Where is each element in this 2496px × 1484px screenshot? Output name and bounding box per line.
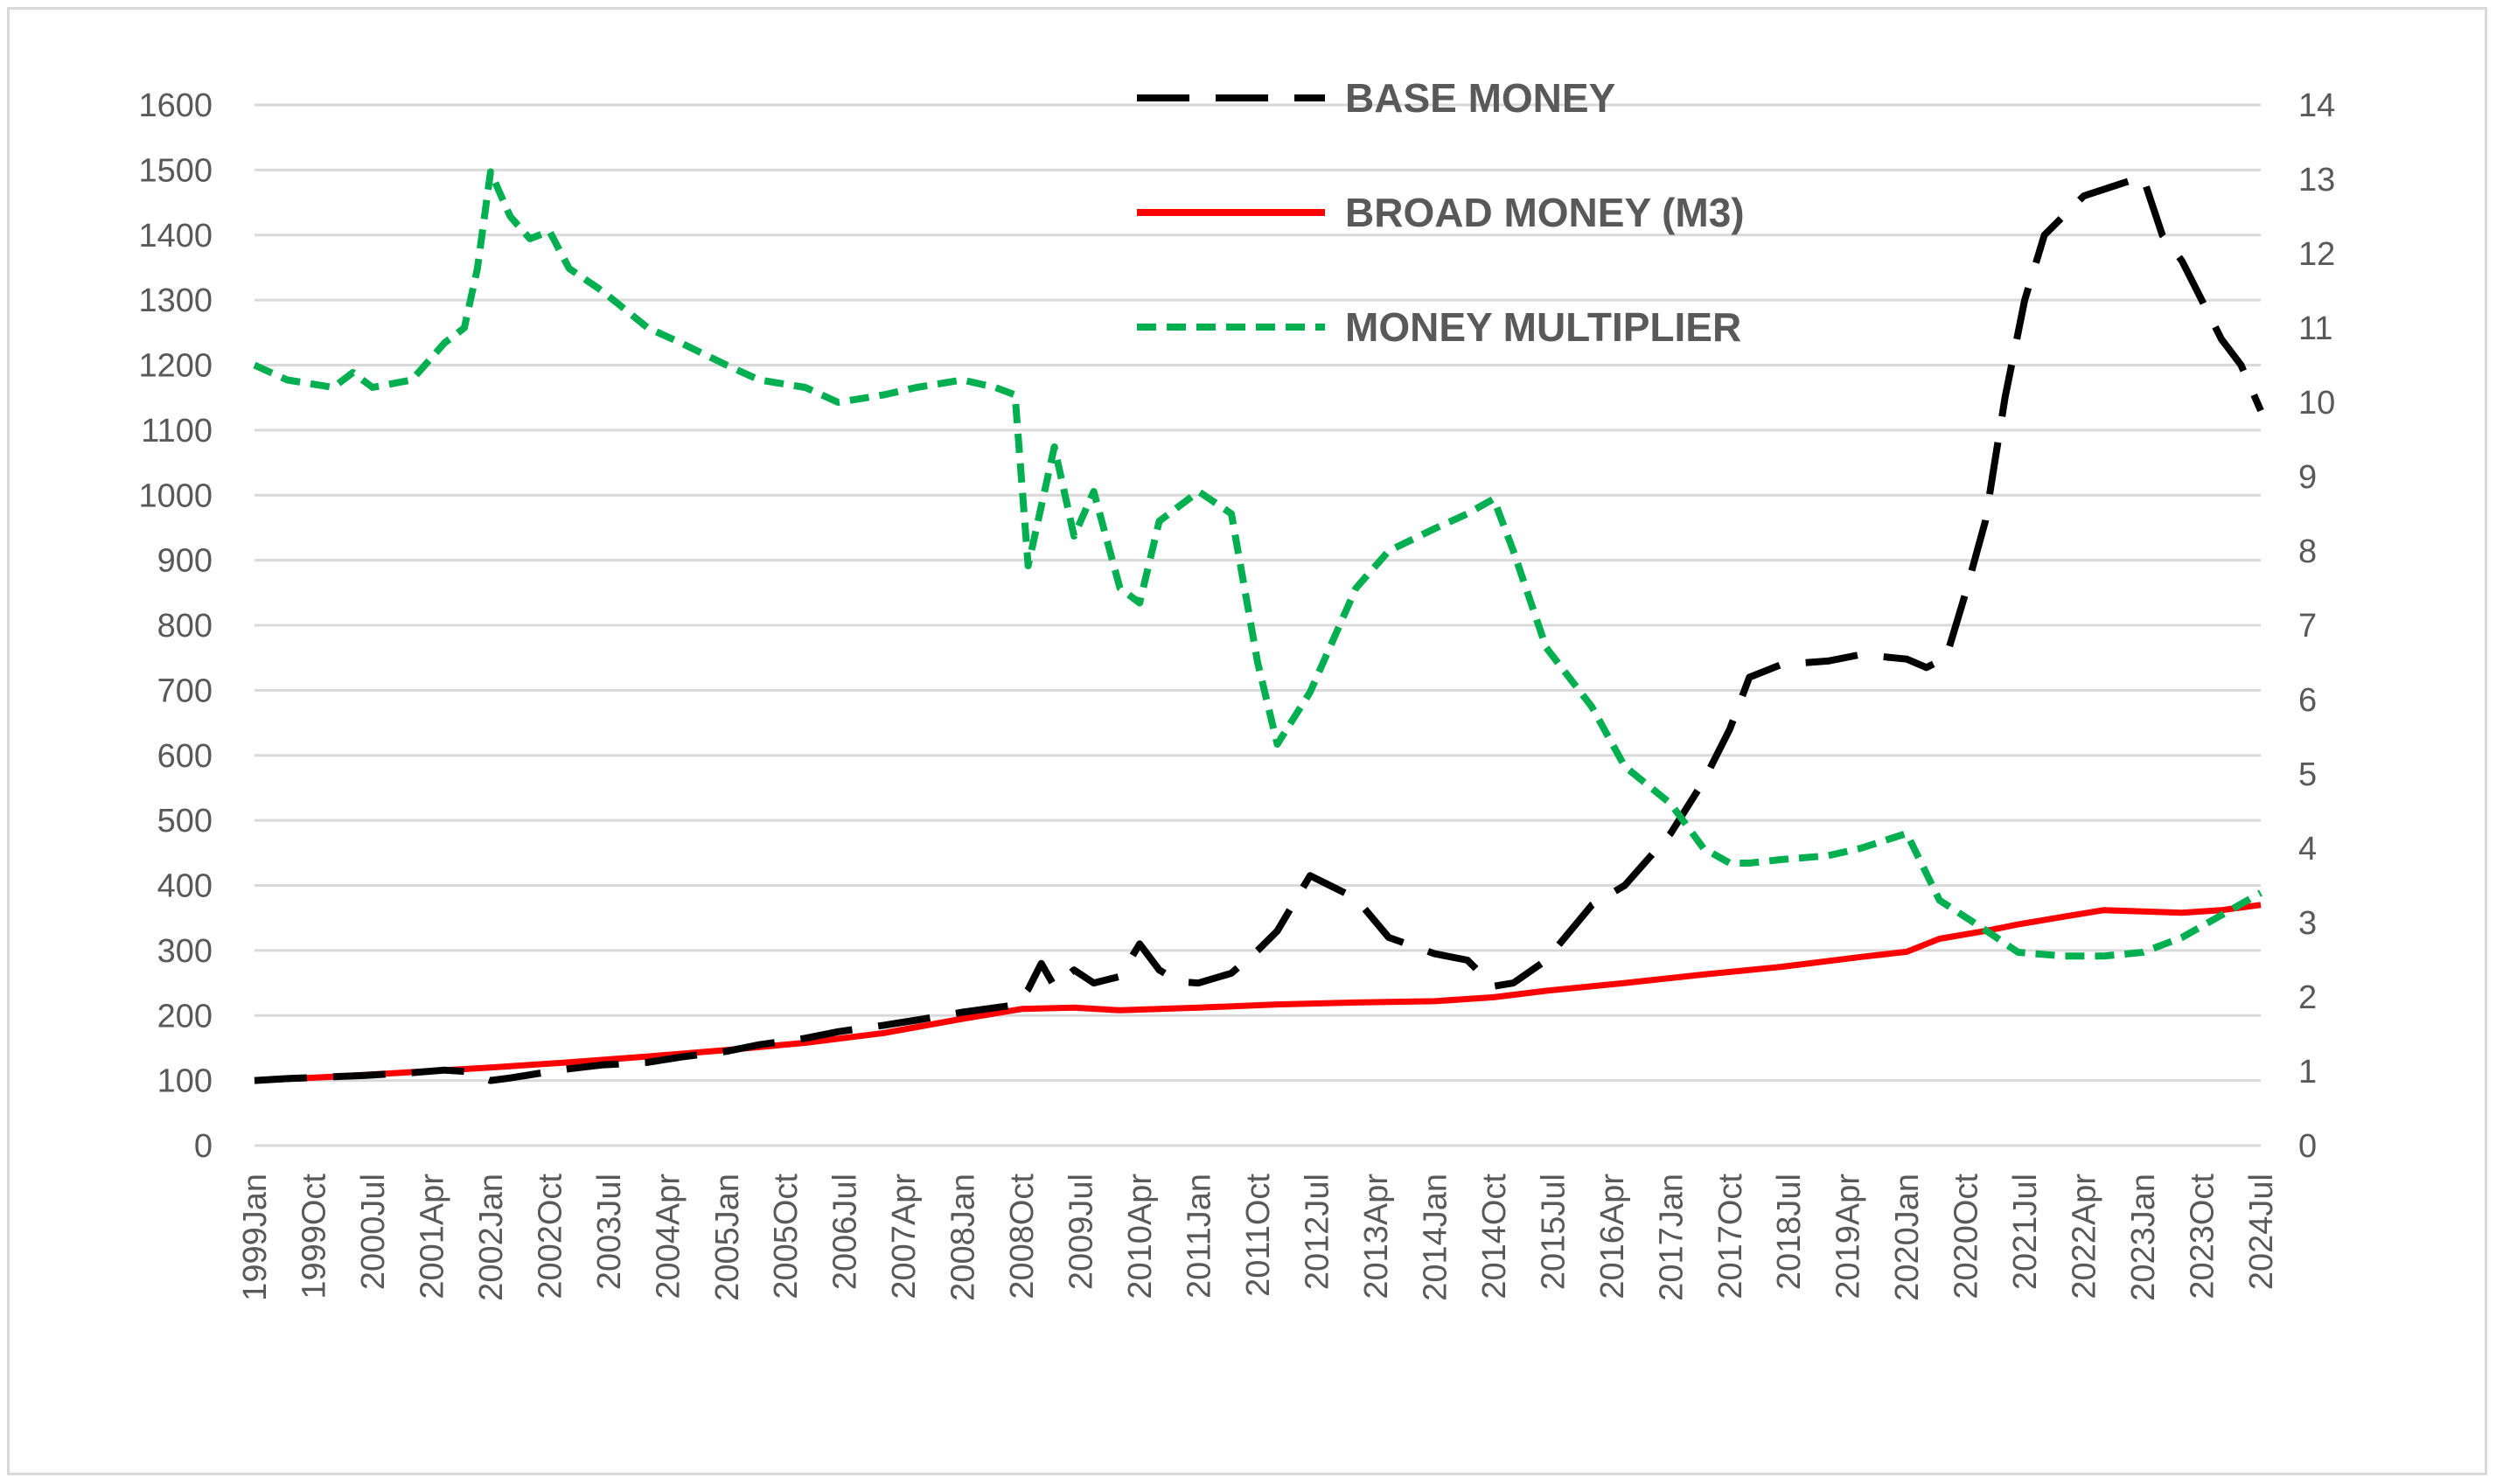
x-tick-label: 2011Jan xyxy=(1182,1174,1218,1299)
x-tick-label: 2014Jan xyxy=(1417,1174,1454,1301)
y-left-tick-label: 400 xyxy=(157,868,213,905)
y-left-tick-label: 1200 xyxy=(138,348,213,385)
x-tick-label: 2023Oct xyxy=(2185,1174,2221,1299)
y-right-tick-label: 2 xyxy=(2298,979,2317,1016)
y-left-tick-label: 1500 xyxy=(138,152,213,189)
y-left-tick-label: 900 xyxy=(157,543,213,580)
x-tick-label: 2015Jul xyxy=(1535,1174,1572,1290)
x-tick-label: 2016Apr xyxy=(1594,1174,1631,1299)
x-tick-label: 2017Oct xyxy=(1712,1174,1749,1299)
x-tick-label: 2001Apr xyxy=(414,1174,450,1299)
x-tick-label: 2012Jul xyxy=(1299,1174,1335,1290)
x-tick-label: 2017Jan xyxy=(1653,1174,1690,1301)
series-lines xyxy=(253,168,2264,1084)
x-tick-label: 2020Jan xyxy=(1889,1174,1926,1301)
x-tick-label: 2014Oct xyxy=(1476,1174,1513,1299)
x-tick-label: 2024Jul xyxy=(2243,1174,2280,1290)
x-tick-label: 1999Oct xyxy=(296,1174,332,1299)
x-tick-label: 2002Jan xyxy=(473,1174,510,1301)
y-right-tick-label: 12 xyxy=(2298,236,2335,273)
x-tick-label: 2020Oct xyxy=(1949,1174,1985,1299)
x-tick-label: 1999Jan xyxy=(237,1174,274,1301)
y-right-tick-label: 8 xyxy=(2298,533,2317,570)
y-left-tick-label: 200 xyxy=(157,998,213,1035)
x-tick-label: 2008Oct xyxy=(1004,1174,1041,1299)
y-right-tick-label: 4 xyxy=(2298,831,2317,867)
x-tick-label: 2006Jul xyxy=(827,1174,864,1290)
left-axis-ticks: 0 100 200 300 400 500 600 700 800 900 1000 1100 1200… xyxy=(138,87,213,1165)
legend-label-0: BASE MONEY xyxy=(1345,75,1615,121)
y-left-tick-label: 1100 xyxy=(141,413,213,449)
x-tick-label: 2019Apr xyxy=(1830,1174,1867,1299)
gridlines xyxy=(254,103,2261,1147)
x-tick-label: 2008Jan xyxy=(945,1174,982,1301)
y-left-tick-label: 300 xyxy=(157,933,213,970)
x-axis-ticks: 1999Jan 1999Oct 2000Jul 2001Apr 2002Jan 2002O… xyxy=(237,1174,2280,1301)
y-right-tick-label: 7 xyxy=(2298,608,2317,644)
x-tick-label: 2011Oct xyxy=(1240,1174,1277,1297)
y-left-tick-label: 700 xyxy=(157,672,213,709)
y-left-tick-label: 0 xyxy=(194,1128,213,1165)
y-right-tick-label: 9 xyxy=(2298,459,2317,496)
x-tick-label: 2000Jul xyxy=(355,1174,392,1290)
y-left-tick-label: 1600 xyxy=(138,87,213,124)
y-right-tick-label: 14 xyxy=(2298,87,2335,124)
y-left-tick-label: 100 xyxy=(157,1063,213,1100)
y-right-tick-label: 5 xyxy=(2298,756,2317,793)
y-right-tick-label: 6 xyxy=(2298,682,2317,719)
x-tick-label: 2021Jul xyxy=(2007,1174,2044,1290)
x-tick-label: 2005Jan xyxy=(709,1174,746,1301)
x-tick-label: 2007Apr xyxy=(886,1174,923,1299)
y-right-tick-label: 13 xyxy=(2298,162,2335,199)
y-right-tick-label: 11 xyxy=(2298,310,2332,347)
y-right-tick-label: 10 xyxy=(2298,385,2335,422)
x-tick-label: 2018Jul xyxy=(1771,1174,1808,1290)
x-tick-label: 2004Apr xyxy=(650,1174,687,1299)
y-right-tick-label: 3 xyxy=(2298,905,2317,942)
series-line-2 xyxy=(253,168,2262,960)
x-tick-label: 2023Jan xyxy=(2125,1174,2162,1301)
y-left-tick-label: 500 xyxy=(157,803,213,840)
x-tick-label: 2010Apr xyxy=(1122,1174,1159,1299)
chart-frame xyxy=(7,7,2487,1475)
y-right-tick-label: 1 xyxy=(2298,1054,2317,1090)
y-left-tick-label: 1400 xyxy=(138,218,213,254)
y-right-tick-label: 0 xyxy=(2298,1128,2317,1165)
x-tick-label: 2022Apr xyxy=(2067,1174,2103,1299)
series-line-0 xyxy=(254,172,2264,1084)
legend: BASE MONEY BROAD MONEY (M3) MONEY MULTIPLI… xyxy=(1137,75,1745,350)
x-tick-label: 2013Apr xyxy=(1358,1174,1395,1299)
legend-label-1: BROAD MONEY (M3) xyxy=(1345,190,1745,235)
x-tick-label: 2005Oct xyxy=(768,1174,805,1299)
x-tick-label: 2009Jul xyxy=(1063,1174,1100,1290)
y-left-tick-label: 600 xyxy=(157,738,213,775)
x-tick-label: 2003Jul xyxy=(591,1174,628,1290)
legend-label-2: MONEY MULTIPLIER xyxy=(1345,304,1741,350)
y-left-tick-label: 1300 xyxy=(138,282,213,319)
x-tick-label: 2002Oct xyxy=(532,1174,568,1299)
y-left-tick-label: 800 xyxy=(157,608,213,644)
y-left-tick-label: 1000 xyxy=(138,477,213,514)
series-line-1 xyxy=(254,902,2262,1084)
